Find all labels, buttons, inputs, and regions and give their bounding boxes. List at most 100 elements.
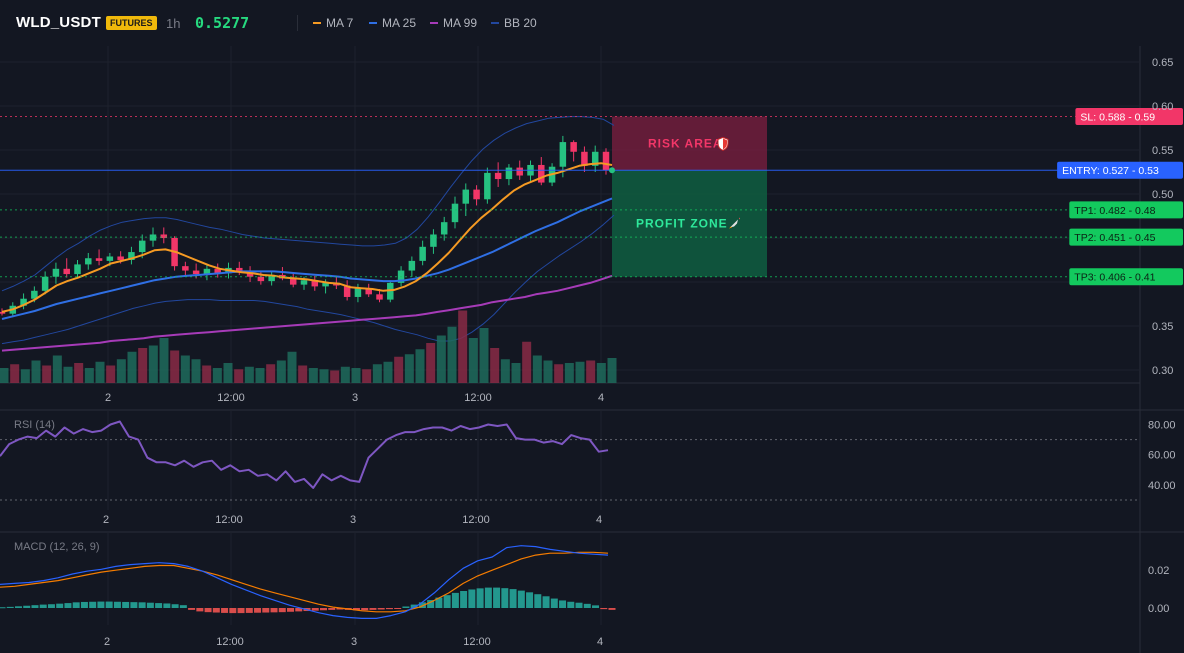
- volume-bar: [447, 326, 457, 383]
- macd-histogram-bar: [484, 587, 492, 608]
- candle-body[interactable]: [494, 172, 502, 180]
- macd-histogram-bar: [377, 608, 385, 610]
- legend-ma25[interactable]: MA 25: [369, 16, 416, 30]
- candle-body[interactable]: [538, 164, 545, 183]
- candle-body[interactable]: [203, 268, 211, 275]
- candle-body[interactable]: [63, 268, 70, 275]
- symbol-name[interactable]: WLD_USDT: [16, 14, 101, 31]
- candle-body[interactable]: [138, 240, 146, 253]
- volume-bar: [106, 365, 116, 383]
- candle-body[interactable]: [160, 234, 168, 238]
- volume-bar: [522, 341, 532, 383]
- legend-ma7-label: MA 7: [326, 16, 354, 30]
- macd-histogram-bar: [278, 608, 286, 613]
- level-tag[interactable]: [1075, 108, 1183, 126]
- level-tag[interactable]: [1069, 228, 1183, 246]
- macd-title: MACD (12, 26, 9): [14, 541, 100, 553]
- candle-body[interactable]: [440, 222, 448, 235]
- macd-tick: 0.02: [1148, 565, 1169, 577]
- macd-histogram-bar: [435, 597, 443, 608]
- candle-body[interactable]: [462, 189, 470, 204]
- candle-body[interactable]: [182, 266, 189, 271]
- level-tag[interactable]: [1057, 161, 1183, 179]
- volume-bar: [223, 363, 233, 383]
- candle-body[interactable]: [300, 280, 308, 285]
- candle-body[interactable]: [591, 151, 599, 166]
- volume-bar: [490, 348, 500, 383]
- level-tag-text: TP1: 0.482 - 0.48: [1074, 205, 1155, 217]
- candle-body[interactable]: [559, 142, 567, 167]
- candle-body[interactable]: [581, 151, 588, 166]
- candle-body[interactable]: [430, 234, 437, 247]
- candle-body[interactable]: [214, 268, 221, 274]
- candle-body[interactable]: [128, 252, 135, 260]
- candle-body[interactable]: [419, 246, 426, 261]
- candle-body[interactable]: [192, 270, 200, 275]
- macd-histogram-bar: [402, 606, 410, 608]
- trade-levels[interactable]: SL: 0.588 - 0.59 ENTRY: 0.527 - 0.53 TP1: …: [0, 108, 1183, 286]
- candle-body[interactable]: [451, 203, 459, 223]
- volume-bar: [180, 355, 190, 383]
- candle-body[interactable]: [473, 189, 480, 200]
- level-tag[interactable]: [1069, 201, 1183, 219]
- candle-body[interactable]: [268, 274, 275, 282]
- candle-body[interactable]: [484, 172, 491, 200]
- candle-body[interactable]: [257, 276, 265, 282]
- candle-body[interactable]: [246, 271, 254, 277]
- candle-body[interactable]: [343, 285, 351, 297]
- volume-bar: [116, 359, 126, 383]
- price-tick: 0.60: [1152, 101, 1173, 113]
- level-tag[interactable]: [1069, 268, 1183, 286]
- legend-bb20[interactable]: BB 20: [491, 16, 537, 30]
- rsi-panel[interactable]: RSI (14) 80.00 60.00 40.00 2 12:00 3 12:00 4: [0, 419, 1176, 526]
- volume-bar: [74, 363, 84, 383]
- candle-body[interactable]: [236, 267, 243, 272]
- candle-body[interactable]: [354, 288, 362, 297]
- macd-histogram-bar: [328, 608, 336, 610]
- volume-bar: [31, 360, 41, 383]
- volume-bar: [543, 360, 553, 383]
- candle-body[interactable]: [376, 294, 383, 300]
- candle-body[interactable]: [570, 142, 577, 152]
- candle-body[interactable]: [516, 167, 523, 176]
- rsi-tick: 80.00: [1148, 420, 1176, 432]
- candle-body[interactable]: [387, 282, 394, 300]
- profit-zone-box[interactable]: [612, 170, 767, 277]
- macd-signal-line: [0, 551, 609, 613]
- candle-body[interactable]: [311, 280, 319, 287]
- candle-body[interactable]: [85, 258, 92, 265]
- candle-body[interactable]: [95, 258, 103, 261]
- macd-histogram-bar: [155, 603, 163, 608]
- candle-body[interactable]: [408, 260, 416, 271]
- candle-body[interactable]: [41, 276, 49, 291]
- legend-ma99[interactable]: MA 99: [430, 16, 477, 30]
- candle-body[interactable]: [289, 278, 297, 285]
- candle-body[interactable]: [52, 268, 60, 277]
- volume-bar: [244, 366, 254, 383]
- macd-histogram-bar: [385, 608, 393, 610]
- candle-body[interactable]: [365, 288, 372, 295]
- candle-body[interactable]: [20, 298, 27, 306]
- macd-histogram-bar: [517, 590, 525, 608]
- candle-body[interactable]: [322, 282, 329, 287]
- candle-body[interactable]: [106, 256, 114, 261]
- candle-body[interactable]: [505, 167, 513, 180]
- legend-ma25-swatch: [369, 22, 377, 24]
- risk-area-box[interactable]: [612, 116, 767, 171]
- legend-ma7[interactable]: MA 7: [313, 16, 353, 30]
- macd-histogram-bar: [534, 594, 542, 608]
- volume-bar: [607, 358, 617, 383]
- candle-body[interactable]: [602, 151, 610, 171]
- candle-body[interactable]: [74, 264, 81, 275]
- macd-time-tick: 3: [351, 636, 357, 648]
- volume-bar: [330, 370, 340, 383]
- macd-histogram-bar: [526, 592, 534, 608]
- trade-zones: RISK AREA PROFIT ZONE: [612, 116, 767, 277]
- candle-body[interactable]: [149, 234, 157, 241]
- candle-body[interactable]: [117, 256, 124, 260]
- candle-body[interactable]: [31, 290, 38, 299]
- macd-panel[interactable]: MACD (12, 26, 9) 0.02 0.00 2 12:00 3 12:00 4: [0, 541, 1169, 648]
- candle-body[interactable]: [0, 311, 6, 314]
- interval-label[interactable]: 1h: [166, 16, 181, 31]
